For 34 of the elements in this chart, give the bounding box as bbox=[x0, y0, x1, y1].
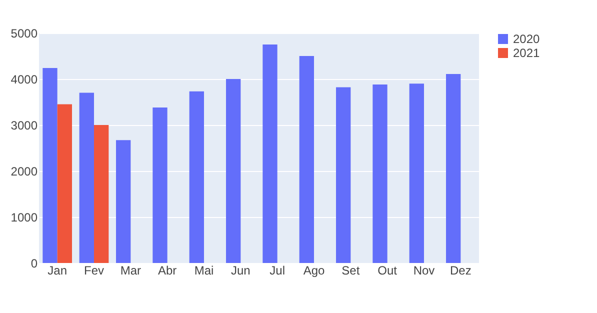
x-tick-label: Fev bbox=[84, 264, 104, 278]
x-tick-label: Jan bbox=[48, 264, 68, 278]
y-tick-label: 3000 bbox=[10, 118, 38, 132]
y-tick-label: 4000 bbox=[10, 72, 38, 86]
y-tick-label: 5000 bbox=[10, 26, 38, 40]
x-tick-label: Set bbox=[342, 264, 360, 278]
x-tick-label: Mai bbox=[194, 264, 214, 278]
bar bbox=[94, 125, 109, 263]
y-tick-label: 0 bbox=[30, 256, 38, 270]
x-tick-label: Nov bbox=[413, 264, 435, 278]
bar bbox=[226, 79, 241, 263]
x-tick-label: Out bbox=[378, 264, 398, 278]
bar bbox=[372, 84, 388, 263]
bar bbox=[189, 91, 204, 263]
x-tick-label: Mar bbox=[120, 264, 142, 278]
bar bbox=[57, 104, 72, 263]
x-tick-label: Jul bbox=[270, 264, 286, 278]
x-tick-label: Abr bbox=[158, 264, 177, 278]
bar bbox=[42, 68, 58, 263]
bar bbox=[409, 84, 424, 263]
bar bbox=[116, 140, 131, 263]
x-tick-label: Dez bbox=[450, 264, 472, 278]
bar bbox=[152, 108, 168, 263]
bar bbox=[262, 44, 278, 263]
y-tick-label: 2000 bbox=[10, 164, 38, 178]
x-tick-label: Jun bbox=[230, 264, 250, 278]
bar bbox=[446, 74, 461, 263]
x-tick-label: Ago bbox=[303, 264, 325, 278]
bar bbox=[79, 92, 94, 263]
y-tick-label: 1000 bbox=[10, 210, 38, 224]
bar bbox=[299, 56, 314, 263]
legend-label: 2020 bbox=[513, 32, 540, 46]
legend-label: 2021 bbox=[513, 46, 540, 60]
bar bbox=[336, 87, 351, 263]
